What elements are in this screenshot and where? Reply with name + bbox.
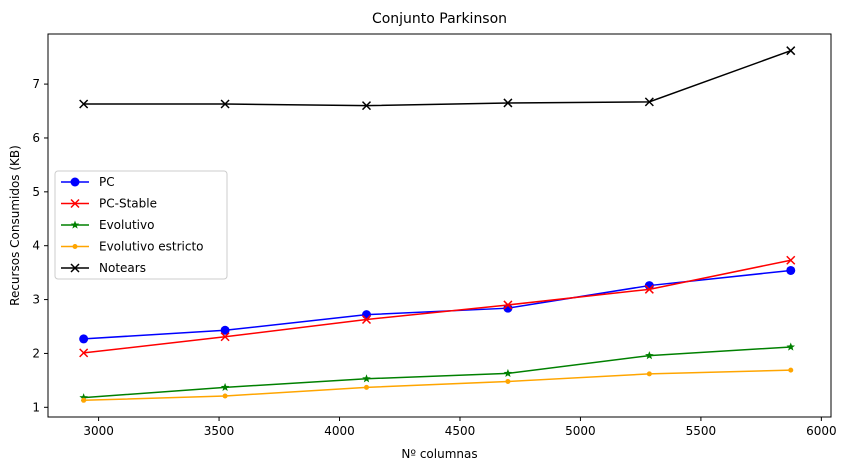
y-axis-label: Recursos Consumidos (KB) bbox=[8, 145, 22, 306]
legend-marker bbox=[70, 177, 80, 187]
data-point-pc bbox=[503, 303, 513, 313]
series-line-evolutivo bbox=[83, 346, 791, 399]
x-tick-label: 3500 bbox=[204, 424, 235, 438]
series-line-pc bbox=[83, 269, 791, 340]
legend: PC PC-Stable Evolutivo Evolutivo estricto No… bbox=[54, 170, 228, 280]
x-tick-label: 6000 bbox=[806, 424, 837, 438]
data-point-pc bbox=[220, 325, 230, 335]
y-tick-label: 5 bbox=[32, 185, 40, 199]
legend-label: Notears bbox=[99, 261, 146, 275]
data-point-evolutivo bbox=[503, 368, 513, 378]
data-point-notears bbox=[220, 99, 230, 109]
x-axis-label: Nº columnas bbox=[401, 447, 477, 461]
data-point-notears bbox=[361, 101, 372, 111]
series-evolutivo bbox=[79, 342, 796, 402]
data-point-evolutivo bbox=[645, 351, 654, 360]
legend-label: Evolutivo estricto bbox=[99, 240, 204, 254]
x-tick-label: 4500 bbox=[445, 424, 476, 438]
data-point-pc-stable bbox=[644, 284, 654, 294]
data-point-evolutivo bbox=[362, 374, 371, 383]
y-tick-label: 1 bbox=[32, 400, 40, 414]
legend-label: Evolutivo bbox=[99, 218, 154, 232]
data-point-pc bbox=[362, 310, 372, 320]
axis-ticks: 3000 3500 4000 4500 5000 5500 6000 1 2 3 4 5 6 7 bbox=[32, 77, 836, 438]
series-line-notears bbox=[83, 49, 792, 107]
y-tick-label: 6 bbox=[32, 131, 40, 145]
legend-marker bbox=[70, 220, 80, 229]
data-point-pc-stable bbox=[361, 314, 372, 325]
x-tick-label: 3000 bbox=[83, 424, 114, 438]
y-tick-label: 4 bbox=[32, 239, 40, 253]
series-line-pc-stable bbox=[83, 259, 791, 354]
data-point-pc bbox=[786, 265, 796, 275]
legend-label: PC-Stable bbox=[99, 197, 157, 211]
data-point-evolutivo bbox=[786, 342, 796, 351]
x-tick-label: 5500 bbox=[686, 424, 717, 438]
legend-item-pc: PC bbox=[61, 175, 115, 189]
legend-item-evolutivo: Evolutivo bbox=[61, 218, 154, 232]
y-tick-label: 7 bbox=[32, 77, 40, 91]
data-point-evolutivo-estricto bbox=[646, 371, 652, 377]
data-point-evolutivo-estricto bbox=[81, 397, 87, 403]
legend-item-pc-stable: PC-Stable bbox=[61, 197, 157, 211]
legend-marker bbox=[70, 263, 80, 273]
data-point-notears bbox=[644, 97, 654, 107]
data-point-notears bbox=[79, 99, 89, 109]
series-notears bbox=[79, 46, 796, 111]
legend-label: PC bbox=[99, 175, 115, 189]
x-tick-label: 4000 bbox=[324, 424, 355, 438]
data-point-notears bbox=[503, 98, 513, 108]
legend-marker bbox=[70, 198, 80, 209]
legend-box bbox=[54, 170, 228, 280]
chart-title: Conjunto Parkinson bbox=[372, 11, 507, 27]
plot-frame bbox=[47, 33, 832, 418]
legend-item-notears: Notears bbox=[61, 261, 146, 275]
data-point-evolutivo-estricto bbox=[788, 367, 794, 373]
y-tick-label: 3 bbox=[32, 293, 40, 307]
data-point-pc-stable bbox=[786, 255, 796, 265]
data-point-evolutivo-estricto bbox=[505, 378, 511, 384]
data-point-evolutivo bbox=[220, 382, 230, 392]
data-point-pc bbox=[79, 334, 89, 344]
x-tick-label: 5000 bbox=[565, 424, 596, 438]
series-evolutivo-estricto bbox=[81, 367, 794, 403]
series-pc-stable bbox=[79, 255, 796, 358]
legend-marker bbox=[72, 244, 78, 249]
data-point-pc-stable bbox=[79, 348, 89, 358]
data-point-notears bbox=[786, 46, 796, 56]
data-point-evolutivo-estricto bbox=[364, 384, 370, 390]
legend-item-evolutivo-estricto: Evolutivo estricto bbox=[61, 240, 204, 254]
data-point-evolutivo-estricto bbox=[222, 393, 228, 399]
data-point-pc-stable bbox=[503, 300, 513, 310]
data-point-evolutivo bbox=[79, 393, 88, 402]
data-point-pc-stable bbox=[220, 332, 230, 342]
series-layer bbox=[79, 46, 796, 403]
y-tick-label: 2 bbox=[32, 346, 40, 360]
series-line-evolutivo-estricto bbox=[83, 369, 791, 402]
